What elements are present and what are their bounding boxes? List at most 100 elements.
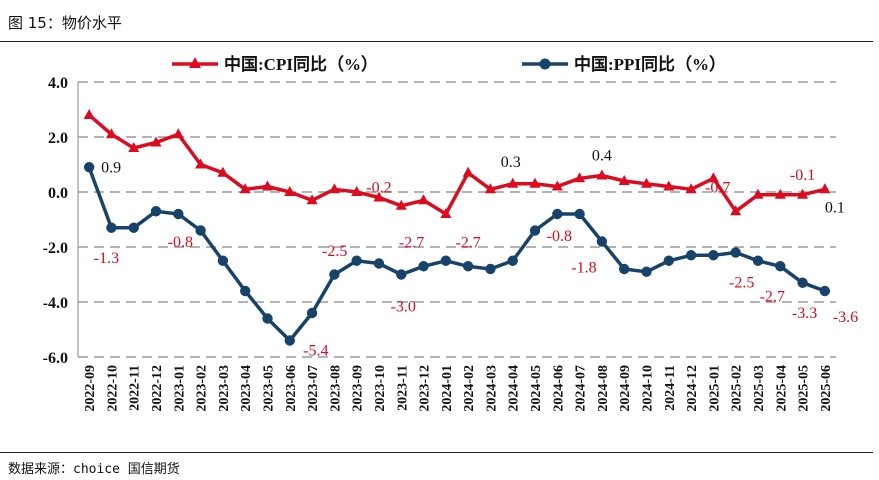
cpi-point bbox=[663, 180, 675, 191]
data-label: -0.7 bbox=[705, 179, 730, 196]
ppi-point bbox=[217, 255, 229, 266]
x-tick-label: 2022-10 bbox=[105, 365, 120, 412]
cpi-point bbox=[306, 194, 318, 205]
ppi-point bbox=[552, 208, 563, 220]
cpi-point bbox=[373, 191, 385, 202]
cpi-point bbox=[819, 183, 831, 194]
ppi-point bbox=[440, 255, 452, 266]
x-tick-label: 2024-11 bbox=[663, 365, 678, 411]
data-label: -1.3 bbox=[94, 250, 119, 267]
y-tick-label: 4.0 bbox=[48, 75, 68, 92]
cpi-point bbox=[641, 177, 652, 188]
data-label: 0.4 bbox=[592, 148, 612, 165]
x-tick-label: 2024-06 bbox=[551, 365, 566, 412]
title-divider bbox=[0, 41, 873, 42]
y-tick-label: 0.0 bbox=[48, 185, 68, 202]
data-label: -0.8 bbox=[168, 234, 193, 251]
cpi-point bbox=[195, 158, 207, 169]
x-tick-label: 2022-11 bbox=[128, 365, 143, 411]
x-tick-label: 2024-07 bbox=[574, 365, 589, 412]
ppi-point bbox=[797, 277, 808, 288]
series-group bbox=[83, 109, 831, 346]
x-tick-label: 2025-06 bbox=[819, 365, 834, 412]
cpi-point bbox=[774, 188, 786, 199]
cpi-point bbox=[507, 177, 519, 188]
ppi-point bbox=[485, 263, 496, 275]
cpi-point bbox=[105, 128, 117, 139]
data-labels: 0.9 -1.3 -0.8 -5.4 -2.5 -0.2 -3.0 -2.7 -2.7 0.3 -0… bbox=[94, 148, 858, 360]
x-tick-label: 2025-04 bbox=[774, 365, 789, 412]
y-tick-labels: 4.0 2.0 0.0 -2.0 -4.0 -6.0 bbox=[43, 75, 68, 367]
source-divider bbox=[0, 452, 873, 453]
x-tick-label: 2022-12 bbox=[150, 365, 165, 412]
cpi-point bbox=[797, 188, 809, 199]
cpi-point bbox=[172, 128, 184, 139]
x-tick-label: 2025-03 bbox=[752, 365, 767, 412]
ppi-point bbox=[730, 247, 741, 258]
x-tick-label: 2024-01 bbox=[440, 365, 455, 412]
ppi-point bbox=[418, 261, 429, 272]
data-label: -3.6 bbox=[833, 309, 858, 326]
cpi-point bbox=[462, 166, 474, 177]
cpi-point bbox=[128, 142, 140, 152]
data-label: -2.5 bbox=[729, 275, 754, 292]
x-tick-label: 2025-01 bbox=[707, 365, 722, 412]
ppi-point bbox=[819, 285, 831, 297]
cpi-point bbox=[284, 186, 296, 196]
data-label: -2.7 bbox=[399, 234, 424, 251]
series-line-ppi bbox=[87, 166, 826, 343]
source-note: 数据来源：choice 国信期货 bbox=[8, 462, 180, 477]
y-tick-label: -6.0 bbox=[43, 350, 68, 367]
x-tick-label: 2024-03 bbox=[484, 365, 499, 412]
x-tick-label: 2023-06 bbox=[284, 365, 299, 412]
y-tick-label: -4.0 bbox=[43, 295, 68, 312]
x-tick-label: 2024-12 bbox=[685, 365, 700, 412]
ppi-point bbox=[507, 255, 518, 266]
ppi-point bbox=[351, 255, 362, 266]
ppi-point bbox=[619, 263, 630, 275]
cpi-point bbox=[707, 172, 719, 183]
data-label: 0.9 bbox=[101, 159, 121, 176]
ppi-point bbox=[306, 307, 318, 319]
legend-ppi-label: 中国:PPI同比（%） bbox=[574, 54, 726, 74]
ppi-point bbox=[596, 236, 608, 247]
ppi-point bbox=[529, 225, 541, 236]
legend-cpi-label: 中国:CPI同比（%） bbox=[224, 54, 378, 74]
cpi-point bbox=[685, 183, 697, 194]
data-label: -0.2 bbox=[366, 180, 391, 197]
legend: 中国:CPI同比（%） 中国:PPI同比（%） bbox=[172, 54, 726, 74]
data-label: -3.3 bbox=[792, 305, 817, 322]
data-label: -3.0 bbox=[391, 299, 416, 316]
cpi-point bbox=[418, 194, 430, 205]
x-tick-label: 2023-04 bbox=[239, 365, 254, 412]
x-tick-label: 2023-02 bbox=[195, 365, 210, 412]
ppi-point bbox=[462, 261, 474, 272]
ppi-point bbox=[128, 222, 139, 233]
ppi-point bbox=[284, 335, 295, 346]
ppi-point bbox=[641, 266, 652, 277]
data-label: -2.5 bbox=[322, 243, 347, 260]
cpi-point bbox=[574, 172, 586, 183]
ppi-point bbox=[685, 250, 697, 261]
data-label: -5.4 bbox=[303, 343, 328, 360]
ppi-point bbox=[150, 206, 162, 217]
cpi-point bbox=[328, 183, 340, 194]
data-label: 0.1 bbox=[825, 199, 845, 216]
figure-title: 图 15：物价水平 bbox=[8, 14, 122, 32]
ppi-point bbox=[663, 255, 674, 266]
cpi-point bbox=[551, 180, 563, 191]
x-tick-label: 2025-02 bbox=[730, 365, 745, 412]
ppi-point bbox=[373, 258, 385, 269]
x-tick-label: 2024-08 bbox=[596, 365, 611, 412]
cpi-point bbox=[262, 180, 273, 191]
cpi-point bbox=[618, 175, 630, 185]
cpi-point bbox=[730, 205, 742, 216]
data-label: 0.3 bbox=[501, 154, 521, 171]
cpi-point bbox=[150, 136, 162, 147]
x-tick-label: 2023-03 bbox=[217, 365, 232, 412]
cpi-point bbox=[239, 183, 251, 194]
y-tick-label: -2.0 bbox=[43, 240, 68, 257]
ppi-point bbox=[195, 225, 206, 236]
x-tick-label: 2024-02 bbox=[462, 365, 477, 412]
ppi-point bbox=[574, 208, 585, 220]
